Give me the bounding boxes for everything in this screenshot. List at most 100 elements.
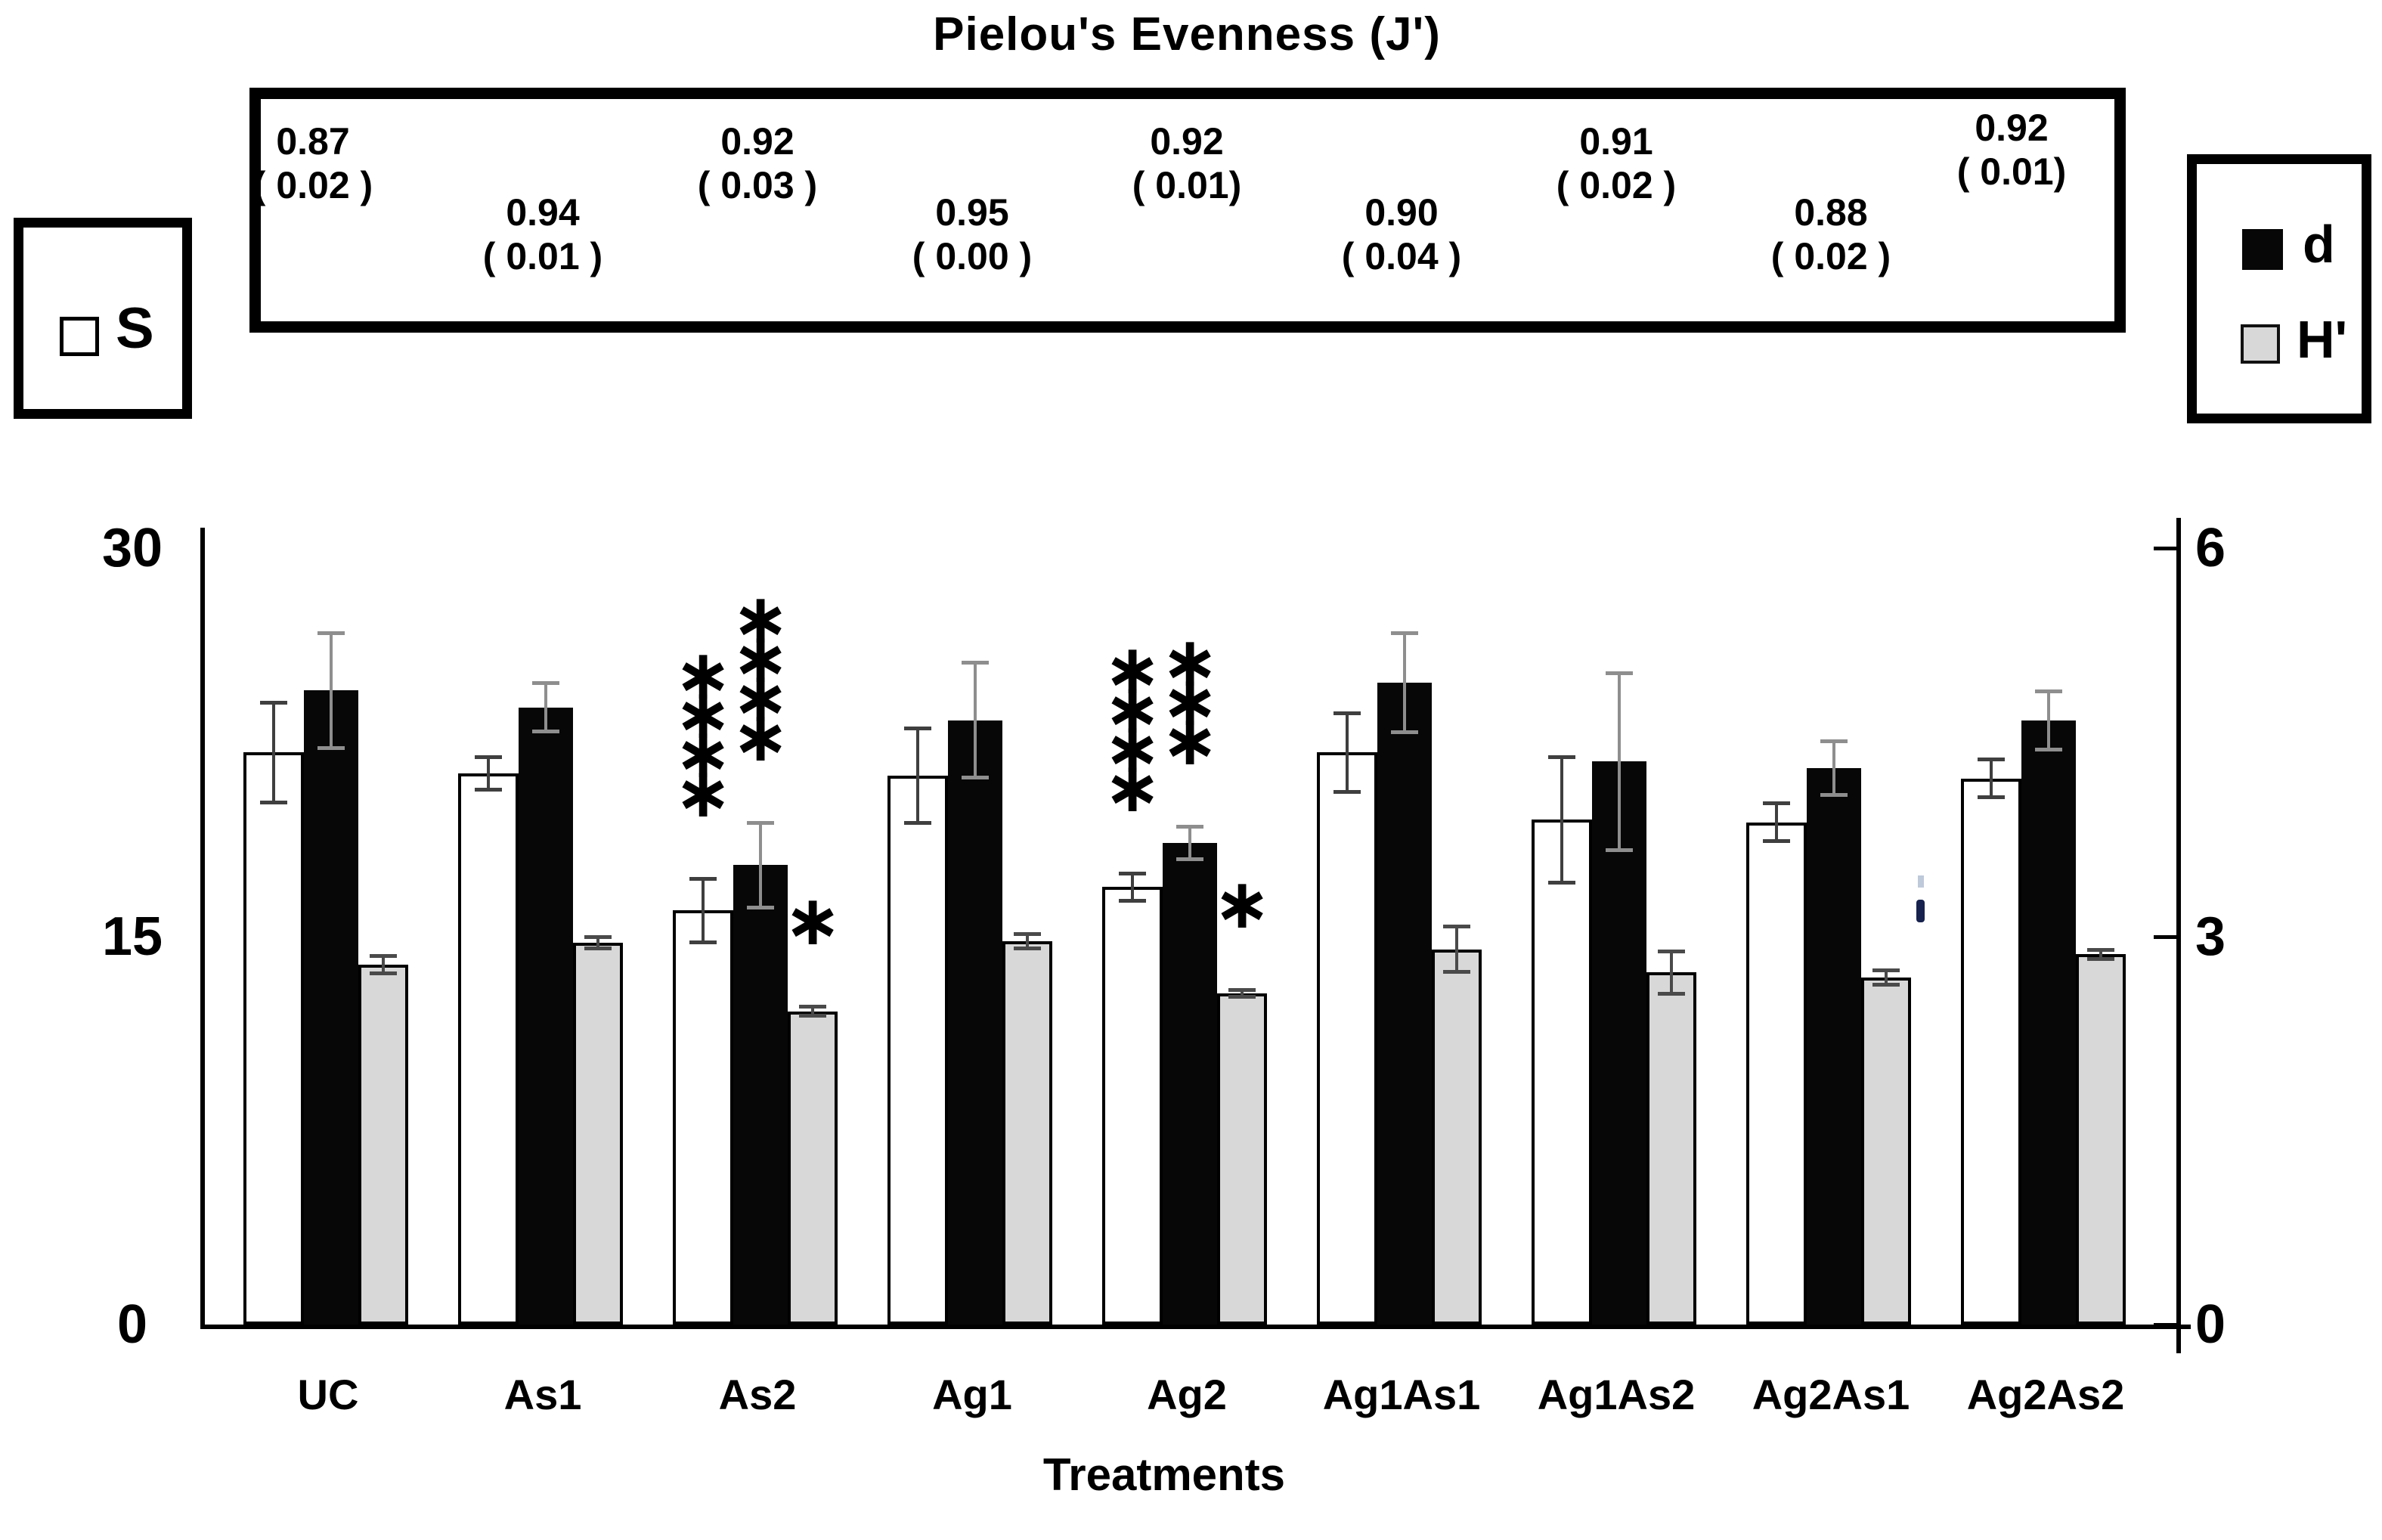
error-bar-part [2035, 747, 2062, 751]
bar-S-Ag1As1 [1317, 752, 1377, 1325]
error-bar-S-Ag2As1 [1763, 801, 1790, 844]
evenness-sd: ( 0.01 ) [482, 235, 603, 277]
error-bar-part [1176, 857, 1203, 862]
bar-S-Ag2As1 [1746, 822, 1807, 1325]
legend-swatch-d [2242, 229, 2283, 270]
evenness-mean: 0.92 [1150, 120, 1224, 163]
left-axis-tick-30: 30 [101, 518, 163, 578]
error-bar-S-Ag1As2 [1548, 755, 1575, 885]
significance-S-Ag2: ∗ ∗ ∗ ∗ [1098, 635, 1166, 823]
bar-H'-UC [358, 965, 408, 1325]
error-bar-part [1026, 932, 1029, 951]
error-bar-part [272, 700, 275, 804]
error-bar-part [1131, 871, 1134, 903]
error-bar-part [1885, 968, 1888, 987]
error-bar-part [1606, 848, 1633, 853]
error-bar-part [487, 755, 490, 792]
error-bar-S-Ag1As1 [1333, 711, 1361, 795]
error-bar-H'-Ag2As1 [1872, 968, 1900, 987]
bar-S-Ag1As2 [1532, 820, 1592, 1325]
evenness-sd: ( 0.02 ) [1556, 164, 1677, 206]
error-bar-S-UC [260, 700, 287, 804]
evenness-value-As1: 0.94( 0.01 ) [437, 191, 649, 278]
bar-H'-Ag2 [1217, 993, 1267, 1325]
right-axis-tickmark-6 [2154, 547, 2178, 550]
evenness-mean: 0.94 [506, 191, 580, 234]
evenness-mean: 0.92 [720, 120, 795, 163]
x-axis-baseline [200, 1325, 2191, 1329]
chart-title: Pielou's Evenness (J') [933, 8, 1441, 60]
error-bar-H'-Ag1As1 [1443, 925, 1470, 975]
error-bar-part [260, 800, 287, 804]
evenness-sd: ( 0.04 ) [1341, 235, 1462, 277]
evenness-value-Ag1As2: 0.91( 0.02 ) [1510, 119, 1722, 207]
error-bar-part [1670, 949, 1673, 996]
x-tick-label-Ag2As2: Ag2As2 [1966, 1371, 2125, 1418]
error-bar-part [382, 954, 385, 975]
error-bar-part [475, 787, 502, 792]
evenness-mean: 0.92 [1975, 107, 2049, 149]
error-bar-H'-Ag1 [1014, 932, 1041, 951]
bar-H'-As1 [573, 943, 623, 1325]
x-tick-label-UC: UC [297, 1371, 359, 1418]
bar-S-Ag2As2 [1961, 778, 2021, 1325]
x-tick-label-Ag1: Ag1 [932, 1371, 1012, 1418]
x-tick-label-Ag1As2: Ag1As2 [1537, 1371, 1696, 1418]
evenness-value-Ag1As1: 0.90( 0.04 ) [1296, 191, 1507, 278]
evenness-box [249, 88, 2126, 333]
error-bar-S-Ag2As2 [1978, 758, 2005, 800]
evenness-sd: ( 0.02 ) [252, 164, 373, 206]
error-bar-H'-Ag1As2 [1658, 949, 1685, 996]
evenness-mean: 0.90 [1364, 191, 1439, 234]
evenness-sd: ( 0.01) [1132, 164, 1242, 206]
bar-d-UC [304, 690, 358, 1325]
significance-H'-Ag2: ∗ [1208, 869, 1276, 939]
evenness-sd: ( 0.02 ) [1770, 235, 1891, 277]
asterisk-glyph: ∗ [674, 754, 733, 832]
legend-box-left: S [14, 218, 192, 419]
error-bar-H'-As1 [584, 934, 612, 951]
error-bar-part [2047, 689, 2050, 751]
x-tick-label-As2: As2 [718, 1371, 797, 1418]
error-bar-part [904, 821, 931, 826]
right-axis-tickmark-3 [2154, 934, 2178, 939]
error-bar-S-Ag1 [904, 727, 931, 826]
bar-S-Ag1 [887, 776, 948, 1325]
significance-d-Ag2: ∗ ∗ ∗ [1156, 627, 1224, 776]
bar-H'-Ag1As2 [1646, 972, 1696, 1325]
error-bar-d-Ag2As2 [2035, 689, 2062, 751]
evenness-mean: 0.87 [276, 120, 350, 163]
right-y-axis-line [2176, 518, 2181, 1353]
evenness-value-As2: 0.92( 0.03 ) [652, 119, 863, 207]
error-bar-d-UC [317, 631, 345, 750]
bar-H'-Ag2As2 [2076, 954, 2126, 1325]
left-axis-tick-15: 15 [101, 906, 163, 967]
error-bar-part [811, 1005, 814, 1018]
error-bar-S-Ag2 [1119, 871, 1146, 903]
bar-H'-Ag1 [1002, 941, 1052, 1325]
evenness-mean: 0.88 [1794, 191, 1868, 234]
x-tick-label-Ag2: Ag2 [1147, 1371, 1227, 1418]
artifact-mark [1918, 875, 1924, 888]
error-bar-part [702, 876, 705, 944]
significance-H'-As2: ∗ [779, 886, 847, 956]
left-axis-tick-0: 0 [116, 1294, 148, 1355]
bar-d-Ag1 [948, 720, 1002, 1325]
error-bar-part [1775, 801, 1778, 844]
bar-S-Ag2 [1102, 887, 1163, 1325]
x-tick-label-As1: As1 [503, 1371, 582, 1418]
error-bar-part [1763, 839, 1790, 844]
bar-d-Ag2As2 [2021, 720, 2076, 1325]
error-bar-part [1228, 994, 1256, 999]
bar-H'-Ag1As1 [1432, 949, 1482, 1325]
legend-label-h: H' [2297, 310, 2348, 369]
legend-label-d: d [2303, 215, 2335, 274]
significance-S-As2: ∗ ∗ ∗ ∗ [669, 640, 737, 832]
evenness-value-Ag1: 0.95( 0.00 ) [866, 191, 1078, 278]
right-axis-tickmark-0 [2154, 1323, 2178, 1327]
evenness-value-Ag2As1: 0.88( 0.02 ) [1725, 191, 1937, 278]
evenness-mean: 0.91 [1579, 120, 1653, 163]
error-bar-part [747, 905, 774, 909]
bar-S-UC [243, 752, 304, 1325]
